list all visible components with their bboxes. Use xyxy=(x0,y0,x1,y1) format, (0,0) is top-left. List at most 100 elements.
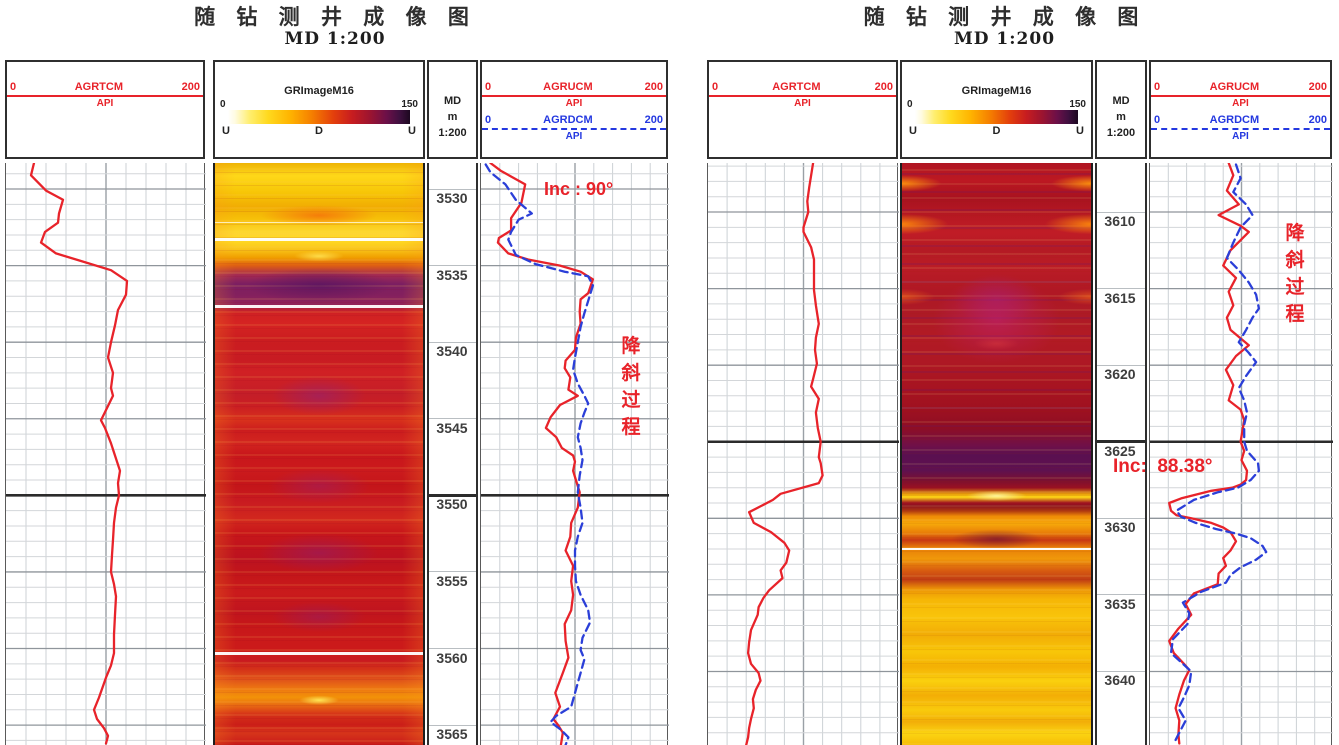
agrucm-min: 0 xyxy=(1154,81,1161,93)
image-center-label: D xyxy=(992,125,1001,137)
image-white-line xyxy=(215,238,423,242)
image-max: 150 xyxy=(401,99,418,110)
agrucm-unit: API xyxy=(565,98,583,109)
depth-track: 3610 3615 3620 3625 3630 3635 3640 xyxy=(1095,163,1147,745)
track1-min: 0 xyxy=(10,81,17,93)
depth-gridline xyxy=(429,493,476,497)
process-annotation-char: 斜 xyxy=(621,362,641,384)
track4-header: 0 AGRUCM 200 API 0 AGRDCM 200 API xyxy=(480,60,668,159)
process-annotation: 降斜过程 xyxy=(1281,218,1309,326)
depth-header-scale: 1:200 xyxy=(1106,127,1136,139)
up-down-gr-track xyxy=(480,163,669,745)
depth-gridline xyxy=(429,341,476,343)
depth-label: 3610 xyxy=(1104,213,1136,229)
agrdcm-max: 200 xyxy=(1308,114,1327,126)
depth-gridline xyxy=(1097,364,1145,366)
track1-max: 200 xyxy=(874,81,893,93)
agrucm-unit: API xyxy=(1232,98,1249,109)
process-annotation-char: 降 xyxy=(1285,222,1305,244)
agrucm-max: 200 xyxy=(1308,81,1327,93)
depth-scale-label: MD 1:200 xyxy=(284,29,386,49)
track1-max: 200 xyxy=(181,81,200,93)
depth-header-unit: m xyxy=(447,111,458,123)
depth-label: 3620 xyxy=(1104,366,1136,383)
depth-header: MD m 1:200 xyxy=(1095,60,1147,159)
inclination-annotation: Inc : 90° xyxy=(544,179,614,199)
depth-gridline xyxy=(429,724,476,726)
process-annotation-char: 程 xyxy=(621,416,641,438)
track4-header: 0 AGRUCM 200 API 0 AGRDCM 200 API xyxy=(1149,60,1332,159)
image-max: 150 xyxy=(1069,99,1086,110)
process-annotation-char: 斜 xyxy=(1285,249,1305,271)
depth-header-md: MD xyxy=(443,95,462,107)
depth-gridline xyxy=(429,648,476,649)
image-white-line xyxy=(902,547,1091,550)
agrucm-curve-name: AGRUCM xyxy=(543,81,593,93)
depth-gridline xyxy=(1097,211,1145,213)
agrucm-min: 0 xyxy=(485,81,492,93)
depth-label: 3635 xyxy=(1104,595,1136,612)
colorbar xyxy=(915,110,1078,124)
agrdcm-min: 0 xyxy=(1154,114,1161,126)
process-annotation-char: 降 xyxy=(621,335,641,357)
depth-gridline xyxy=(1097,594,1145,596)
track1-header: 0 AGRTCM 200 API xyxy=(5,60,205,159)
depth-gridline xyxy=(429,418,476,420)
image-curve-name: GRImageM16 xyxy=(961,85,1032,97)
track1-unit: API xyxy=(96,98,114,109)
inclination-annotation: Inc: 88.38° xyxy=(1113,456,1213,477)
track1-header: 0 AGRTCM 200 API xyxy=(707,60,898,159)
agrdcm-unit: API xyxy=(565,131,583,142)
image-track-header: GRImageM16 0 150 U D U xyxy=(213,60,425,159)
image-center-label: D xyxy=(315,125,323,137)
gr-curve-track xyxy=(5,163,206,745)
agrdcm-max: 200 xyxy=(644,114,663,126)
image-white-line xyxy=(215,305,423,309)
image-min: 0 xyxy=(907,99,913,110)
image-white-line xyxy=(215,651,423,655)
image-left-label: U xyxy=(909,125,917,137)
track1-curve-line xyxy=(709,95,896,97)
image-white-line xyxy=(215,222,423,224)
depth-label: 3615 xyxy=(1104,289,1136,306)
gr-image-track xyxy=(900,163,1093,745)
depth-label: 3625 xyxy=(1104,442,1136,459)
track1-curve-line xyxy=(7,95,203,97)
agrdcm-curve-name: AGRDCM xyxy=(543,114,593,126)
image-left-label: U xyxy=(222,125,230,137)
gr-image-map xyxy=(902,163,1091,745)
process-annotation-char: 过 xyxy=(621,389,641,411)
log-panel-right: 随 钻 测 井 成 像 图 MD 1:200 0 AGRTCM 200 API … xyxy=(670,0,1339,745)
track1-curve-name: AGRTCM xyxy=(74,81,124,93)
up-down-gr-track xyxy=(1149,163,1333,745)
agrdcm-curve-line xyxy=(482,128,666,130)
depth-label: 3530 xyxy=(436,190,468,207)
track1-min: 0 xyxy=(712,81,719,93)
log-panel-left: 随 钻 测 井 成 像 图 MD 1:200 0 AGRTCM 200 API … xyxy=(5,5,669,745)
page-title: 随 钻 测 井 成 像 图 xyxy=(863,5,1146,29)
depth-label: 3545 xyxy=(436,419,468,436)
agrucm-curve-line xyxy=(1151,95,1330,97)
gr-curve-track xyxy=(707,163,899,745)
depth-label: 3540 xyxy=(436,343,468,360)
agrdcm-min: 0 xyxy=(485,114,492,126)
process-annotation: 降斜过程 xyxy=(617,331,645,439)
image-track-header: GRImageM16 0 150 U D U xyxy=(900,60,1093,159)
depth-gridline xyxy=(1097,288,1145,290)
depth-label: 3565 xyxy=(436,726,468,743)
agrdcm-unit: API xyxy=(1232,131,1249,142)
depth-label: 3550 xyxy=(436,496,468,513)
depth-header-md: MD xyxy=(1112,95,1130,107)
depth-label: 3555 xyxy=(436,572,468,589)
depth-track: 3530 3535 3540 3545 3550 3555 3560 3565 xyxy=(427,163,478,745)
gr-image-track xyxy=(213,163,425,745)
agrucm-curve-line xyxy=(482,95,666,97)
image-right-label: U xyxy=(1076,125,1084,137)
depth-label: 3640 xyxy=(1104,672,1136,689)
image-min: 0 xyxy=(220,99,226,110)
depth-gridline xyxy=(1097,517,1145,519)
process-annotation-char: 程 xyxy=(1285,303,1305,325)
image-right-label: U xyxy=(408,125,416,137)
track1-curve-name: AGRTCM xyxy=(772,81,821,93)
